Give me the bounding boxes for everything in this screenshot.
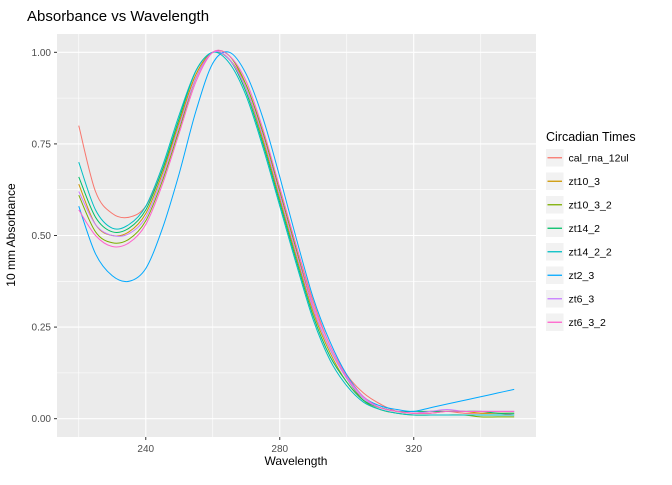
- legend-item-zt2_3: zt2_3: [546, 266, 595, 284]
- series-line-zt2_3: [78, 51, 515, 412]
- grid-major-lines: [57, 34, 536, 437]
- legend-item-zt10_3: zt10_3: [546, 172, 601, 190]
- legend-label: zt14_2_2: [569, 247, 612, 259]
- series-lines: [78, 49, 515, 418]
- legend-title: Circadian Times: [546, 130, 636, 144]
- legend-item-zt14_2: zt14_2: [546, 219, 601, 237]
- legend-label: zt6_3_2: [569, 317, 607, 329]
- chart-title: Absorbance vs Wavelength: [27, 8, 209, 25]
- y-tick-label: 1.00: [32, 48, 52, 59]
- x-axis-title: Wavelength: [265, 454, 328, 468]
- y-tick-label: 0.50: [32, 231, 52, 242]
- series-line-zt6_3_2: [78, 49, 515, 414]
- y-tick-label: 0.75: [32, 139, 52, 150]
- y-tick-label: 0.25: [32, 323, 52, 334]
- legend-item-zt10_3_2: zt10_3_2: [546, 196, 612, 214]
- series-line-zt14_2_2: [78, 51, 515, 416]
- y-axis-title: 10 mm Absorbance: [4, 183, 18, 287]
- legend-label: zt2_3: [569, 270, 595, 282]
- series-line-zt6_3: [78, 50, 515, 414]
- legend-label: zt10_3: [569, 176, 601, 188]
- x-tick-label: 280: [271, 444, 288, 455]
- legend-label: zt6_3: [569, 294, 595, 306]
- legend-item-zt14_2_2: zt14_2_2: [546, 243, 612, 261]
- legend-label: cal_rna_12ul: [569, 153, 629, 165]
- axis-tick-marks: [54, 51, 415, 440]
- legend-items: cal_rna_12ul zt10_3 zt10_3_2 zt14_2 zt14_2_2…: [546, 149, 629, 331]
- legend-item-zt6_3_2: zt6_3_2: [546, 313, 607, 331]
- legend-item-zt6_3: zt6_3: [546, 290, 594, 308]
- legend: Circadian Times cal_rna_12ul zt10_3 zt10_3…: [546, 130, 636, 331]
- axis-tick-labels: 240 280 320 0.00 0.25 0.50 0.75 1.00: [32, 48, 423, 455]
- x-tick-label: 240: [137, 444, 154, 455]
- y-tick-label: 0.00: [32, 414, 52, 425]
- legend-item-cal_rna_12ul: cal_rna_12ul: [546, 149, 629, 167]
- legend-label: zt10_3_2: [569, 200, 612, 212]
- legend-label: zt14_2: [569, 223, 601, 235]
- x-tick-label: 320: [405, 444, 422, 455]
